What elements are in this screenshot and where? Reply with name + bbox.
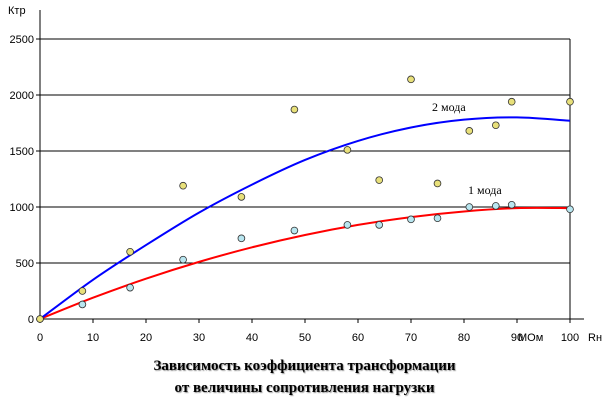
data-point-series-1	[343, 221, 352, 229]
axes	[39, 10, 584, 320]
x-tick-label: 20	[140, 332, 152, 344]
data-point-series-2	[78, 287, 87, 295]
data-point-series-1	[375, 221, 384, 229]
data-point-series-2	[433, 179, 442, 188]
chart: 0 500 1000 1500 2000 2500 0 10 20 30 40 50 60 70 80 90 1…	[8, 5, 602, 344]
data-point-series-1	[126, 283, 134, 292]
data-point-series-2	[465, 127, 474, 135]
data-point-series-2	[375, 176, 384, 184]
data-point-series-1	[465, 203, 474, 211]
x-tick-label: 0	[37, 332, 43, 344]
x-tick-label: 10	[87, 332, 99, 344]
x-axis-title: Rн	[588, 332, 602, 344]
series-label-1: 1 мода	[468, 183, 502, 197]
x-tick-label: 90	[511, 332, 523, 344]
data-point-series-2	[237, 193, 246, 201]
grid	[40, 38, 570, 264]
data-point-series-1	[237, 234, 246, 243]
data-point-series-1	[507, 200, 516, 209]
x-tick-label: 70	[405, 332, 417, 344]
series-label-2: 2 мода	[432, 100, 466, 114]
data-point-series-2	[507, 97, 516, 106]
data-point-series-1	[433, 214, 442, 223]
data-point-series-1	[491, 202, 500, 210]
data-points	[36, 75, 574, 323]
data-point-series-2	[566, 97, 574, 106]
data-point-series-2	[179, 181, 187, 190]
data-point-series-1	[290, 226, 299, 235]
data-point-series-2	[36, 315, 44, 323]
data-point-series-2	[290, 105, 299, 114]
data-point-series-1	[566, 205, 574, 214]
x-tick-label: 30	[193, 332, 205, 344]
y-tick-label: 0	[28, 314, 34, 326]
trend-lines	[39, 116, 571, 320]
chart-caption-line-1: Зависимость коэффициента трансформации	[153, 358, 456, 374]
x-axis-unit: МОм	[518, 332, 543, 344]
data-point-series-2	[343, 146, 352, 154]
data-point-series-2	[407, 75, 415, 84]
x-tick-label: 60	[352, 332, 364, 344]
chart-caption-line-2: от величины сопротивления нагрузки	[174, 380, 435, 396]
x-tick-label: 80	[458, 332, 470, 344]
data-point-series-2	[491, 121, 500, 130]
data-point-series-1	[407, 215, 415, 224]
y-tick-label: 1500	[10, 146, 34, 158]
y-tick-label: 2500	[10, 34, 34, 46]
data-point-series-2	[126, 248, 134, 256]
x-tick-label: 50	[299, 332, 311, 344]
data-point-series-1	[78, 300, 87, 309]
x-tick-label: 100	[561, 332, 579, 344]
data-point-series-1	[179, 255, 187, 264]
trend-line-2	[39, 116, 571, 320]
x-tick-label: 40	[246, 332, 258, 344]
y-tick-label: 2000	[10, 90, 34, 102]
y-tick-label: 500	[16, 258, 34, 270]
y-axis-title: Ктр	[8, 5, 26, 17]
y-tick-label: 1000	[10, 202, 34, 214]
